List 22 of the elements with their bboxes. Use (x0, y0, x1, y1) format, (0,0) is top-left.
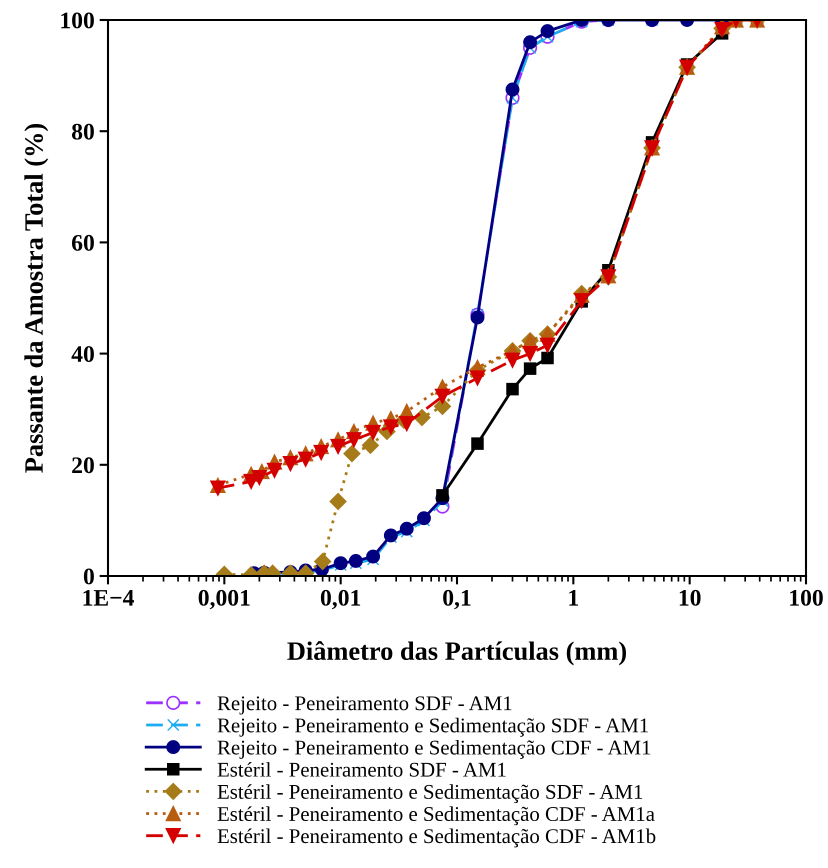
legend-label: Rejeito - Peneiramento e Sedimentação CDF - AM1 (218, 740, 650, 759)
x-tick-label: 0,001 (198, 590, 250, 610)
y-tick-label: 100 (61, 12, 94, 28)
legend-label: Rejeito - Peneiramento SDF - AM1 (218, 696, 512, 715)
y-tick-label: 0 (84, 568, 94, 584)
legend-label: Estéril - Peneiramento e Sedimentação SDF - AM1 (218, 784, 642, 804)
y-axis-title: Passante da Amostra Total (%) (24, 124, 48, 473)
legend-label: Rejeito - Peneiramento e Sedimentação SDF - AM1 (218, 718, 648, 737)
x-tick-label: 100 (790, 590, 823, 606)
y-tick-label: 40 (72, 346, 94, 362)
x-tick-label: 1E−4 (83, 590, 134, 606)
legend-label: Estéril - Peneiramento SDF - AM1 (218, 762, 506, 777)
y-tick-label: 80 (72, 124, 94, 140)
x-tick-label: 1 (569, 590, 578, 606)
x-tick-label: 0,01 (320, 590, 360, 610)
x-tick-label: 10 (680, 590, 701, 606)
y-tick-label: 20 (72, 457, 94, 474)
x-axis-title: Diâmetro das Partículas (mm) (287, 641, 626, 666)
legend-label: Estéril - Peneiramento e Sedimentação CDF - AM1b (218, 828, 656, 848)
y-tick-label: 60 (72, 234, 94, 251)
legend-label: Estéril - Peneiramento e Sedimentação CDF - AM1a (218, 806, 655, 826)
x-tick-label: 0,1 (443, 590, 471, 610)
